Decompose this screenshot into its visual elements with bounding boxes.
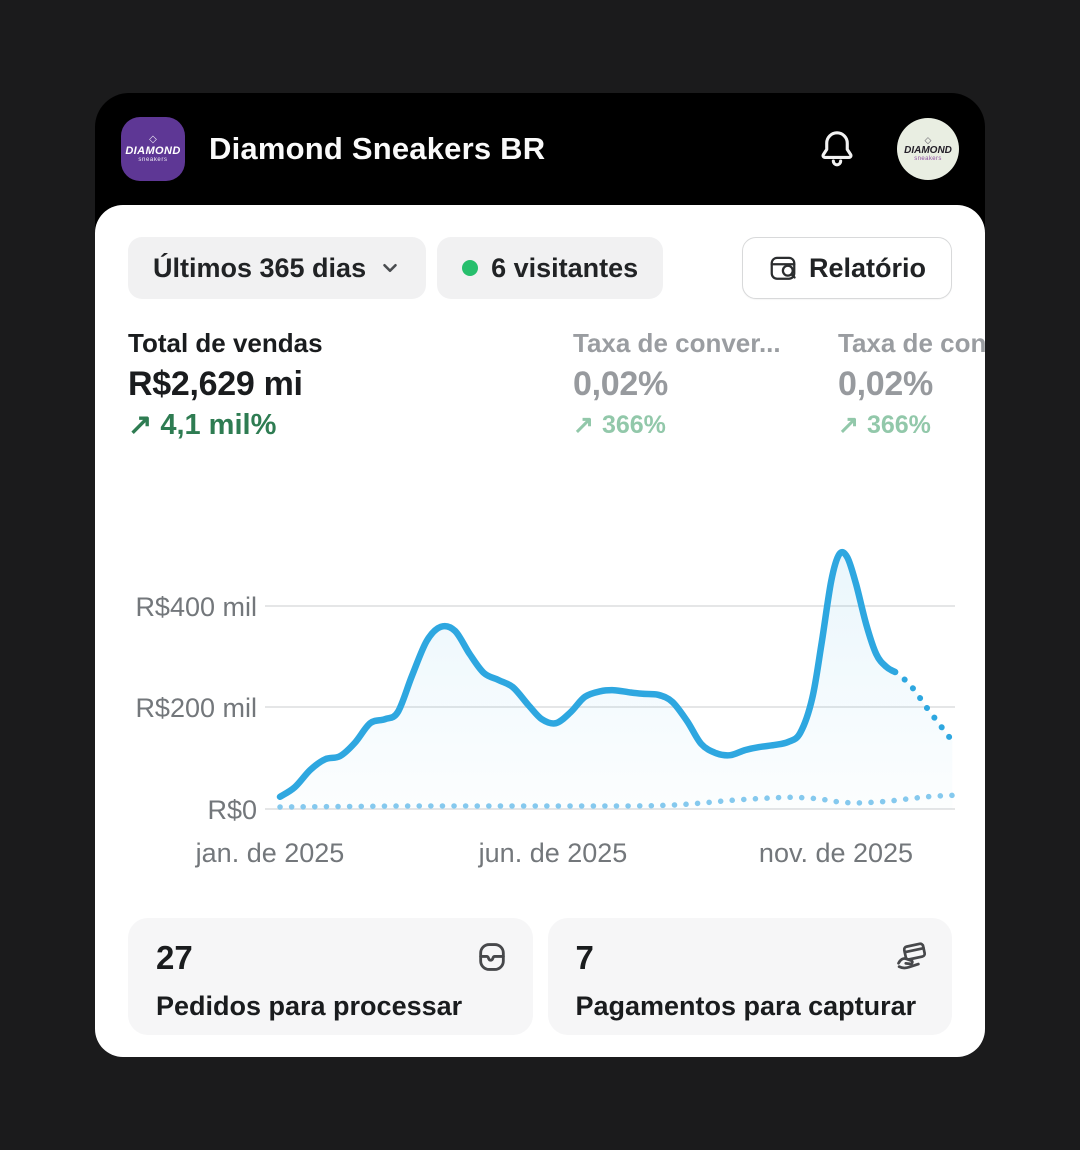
payments-to-capture-card[interactable]: 7 Pagamentos para capturar (547, 918, 952, 1035)
chevron-down-icon (383, 263, 397, 273)
trend-up-arrow-icon: ↗ (128, 409, 153, 441)
orders-inbox-icon (478, 943, 505, 971)
report-label: Relatório (808, 252, 926, 283)
metric-value: R$2,629 mi (128, 365, 303, 403)
metric-delta: ↗ 366% (838, 411, 931, 439)
page-title: Diamond Sneakers BR (209, 131, 546, 166)
report-search-icon (770, 256, 796, 280)
payments-count: 7 (575, 939, 594, 976)
y-tick-0: R$0 (207, 795, 257, 825)
orders-label: Pedidos para processar (156, 991, 463, 1021)
app-frame: ◇ DIAMOND sneakers Diamond Sneakers BR ◇… (95, 93, 985, 1057)
diamond-icon: ◇ (924, 134, 932, 145)
summary-cards-row: 27 Pedidos para processar 7 Pagamentos p… (128, 918, 952, 1035)
metrics-row: Total de vendas R$2,629 mi ↗ 4,1 mil% Tax… (128, 326, 985, 444)
metric-value: 0,02% (838, 365, 933, 403)
live-dot-icon (462, 260, 479, 276)
account-avatar[interactable]: ◇ DIAMOND sneakers (897, 118, 959, 180)
store-logo-word: DIAMOND (125, 144, 181, 157)
dashboard-card: Últimos 365 dias 6 visitantes Relatório (95, 205, 985, 1057)
metric-label: Taxa de conversão (838, 328, 985, 358)
metric-value: 0,02% (573, 365, 668, 403)
header-actions: ◇ DIAMOND sneakers (813, 118, 959, 180)
metric-delta: ↗ 4,1 mil% (128, 409, 277, 441)
x-tick-jan: jan. de 2025 (195, 838, 345, 868)
store-logo-sub: sneakers (138, 156, 168, 163)
sales-line-chart[interactable]: R$400 mil R$200 mil R$0 jan. de 2025 jun… (95, 540, 985, 880)
metric-conversion-rate-2[interactable]: Taxa de conversão 0,02% ↗366% (838, 326, 985, 444)
trend-up-arrow-icon: ↗ (573, 411, 594, 439)
avatar-sub: sneakers (914, 155, 942, 162)
notifications-button[interactable] (813, 125, 861, 173)
store-logo[interactable]: ◇ DIAMOND sneakers (121, 117, 185, 181)
diamond-icon: ◇ (149, 133, 157, 145)
x-tick-jun: jun. de 2025 (478, 838, 628, 868)
orders-to-process-card[interactable]: 27 Pedidos para processar (128, 918, 533, 1035)
metric-delta: ↗ 366% (573, 411, 666, 439)
payment-capture-icon (897, 942, 927, 970)
metric-conversion-rate[interactable]: Taxa de conver... 0,02% ↗ 366% (573, 326, 838, 444)
current-period-line (276, 548, 899, 801)
bell-icon (821, 131, 853, 167)
y-tick-200: R$200 mil (135, 693, 257, 723)
payments-label: Pagamentos para capturar (575, 991, 917, 1021)
app-header: ◇ DIAMOND sneakers Diamond Sneakers BR ◇… (95, 93, 985, 205)
forecast-dotted-line (892, 669, 956, 744)
sales-area-fill (280, 552, 953, 809)
orders-count: 27 (156, 939, 193, 976)
metric-label: Total de vendas (128, 328, 323, 358)
trend-up-arrow-icon: ↗ (838, 411, 859, 439)
date-range-selector[interactable]: Últimos 365 dias (128, 237, 427, 299)
live-visitors-chip[interactable]: 6 visitantes (437, 237, 664, 299)
metric-label: Taxa de conver... (573, 328, 781, 358)
metric-total-sales[interactable]: Total de vendas R$2,629 mi ↗ 4,1 mil% (128, 326, 573, 444)
x-tick-nov: nov. de 2025 (759, 838, 913, 868)
avatar-word: DIAMOND (904, 144, 952, 156)
date-range-label: Últimos 365 dias (153, 252, 367, 283)
report-button[interactable]: Relatório (741, 237, 952, 299)
filters-row: Últimos 365 dias 6 visitantes Relatório (128, 237, 952, 299)
visitors-label: 6 visitantes (491, 252, 639, 283)
y-tick-400: R$400 mil (135, 592, 257, 622)
